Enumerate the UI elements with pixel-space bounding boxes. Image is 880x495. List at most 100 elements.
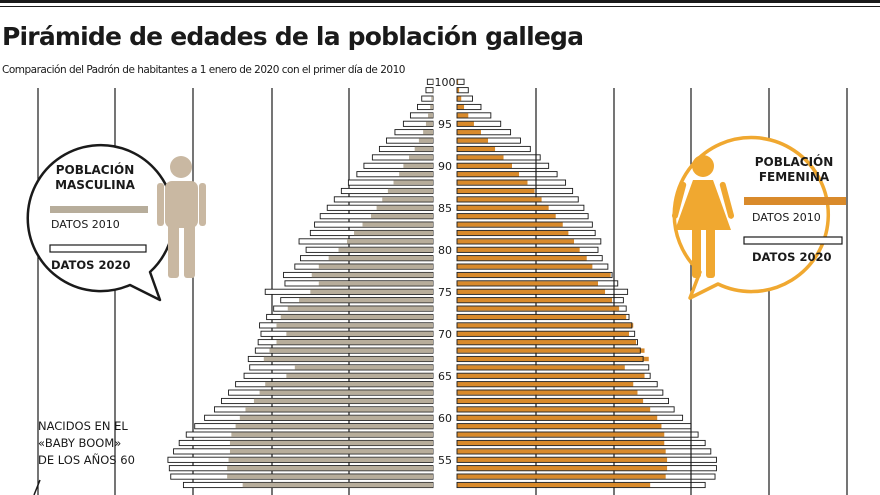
bar-female-2020-age-100 [456,78,465,85]
bar-female-2020-age-84 [456,213,589,220]
bar-female-2010-age-96 [457,113,469,118]
bar-female-2020-age-74 [456,297,624,304]
bar-female-2010-age-56 [457,449,666,454]
bar-female-2020-age-80 [456,246,599,253]
bar-female-2020-age-85 [456,204,585,211]
bar-male-2010-age-52 [242,482,433,488]
bar-female-2020-age-97 [456,103,482,111]
bar-male-2010-age-86 [382,197,433,202]
bar-female-2010-age-90 [457,163,512,168]
female-figure-right-leg-icon [706,226,715,278]
bar-male-2010-age-63 [259,390,433,395]
bar-female-2020-age-87 [456,187,574,195]
bar-female-2020-age-76 [456,280,619,287]
bar-male-2010-age-71 [276,323,433,328]
bar-male-2010-age-66 [294,365,433,370]
bar-male-2010-age-69 [276,340,433,345]
bar-female-2010-age-67 [457,356,649,362]
bar-male-2010-age-64 [265,382,433,387]
bar-female-2020-age-63 [456,389,664,396]
female-legend-title-line2: FEMENINA [758,170,830,184]
bar-female-2020-age-55 [456,456,717,463]
bar-male-2010-age-59 [235,424,433,429]
bar-female-2020-age-96 [456,112,492,119]
bar-female-2020-age-86 [456,196,579,203]
bar-female-2010-age-55 [457,457,668,462]
bar-male-2010-age-96 [428,113,433,118]
bar-female-2020-age-95 [456,120,502,127]
bar-male-2010-age-73 [287,306,433,311]
bar-female-2020-age-83 [456,221,593,228]
bar-female-2020-age-62 [456,397,669,405]
top-rule [0,0,880,3]
age-tick-label-75: 75 [438,286,452,299]
bar-female-2020-age-64 [456,381,658,388]
bar-male-2010-age-85 [376,205,433,210]
bar-female-2010-age-91 [457,155,504,160]
bar-female-2010-age-64 [457,382,634,387]
baby-boom-annotation: NACIDOS EN EL «BABY BOOM» DE LOS AÑOS 60 [38,418,135,469]
age-axis-column [434,75,456,492]
male-legend-2020-label: DATOS 2020 [51,258,131,272]
female-legend-title-line1: POBLACIÓN [754,155,834,169]
bar-female-2020-age-53 [456,473,716,480]
bar-male-2010-age-95 [425,121,433,126]
bar-female-2020-age-72 [456,313,630,321]
male-figure-right-leg-icon [184,222,195,278]
bar-female-2020-age-79 [456,255,603,262]
bar-female-2010-age-89 [457,172,520,177]
bar-female-2020-age-68 [456,347,641,354]
bar-female-2020-age-90 [456,162,550,169]
bar-male-2010-age-57 [229,440,433,446]
bar-male-2010-age-61 [245,407,433,412]
bar-female-2020-age-78 [456,263,609,270]
bar-female-2020-age-88 [456,179,567,186]
female-legend-2020-swatch [743,236,843,245]
bar-male-2020-age-100 [426,78,434,85]
bar-female-2010-age-60 [457,415,658,420]
bar-female-2020-age-56 [456,448,712,455]
bar-female-2020-age-77 [456,271,613,279]
age-tick-label-70: 70 [438,328,452,341]
bar-female-2010-age-99 [457,88,460,93]
bar-male-2010-age-62 [253,398,433,404]
bar-female-2010-age-65 [457,373,645,378]
top-rule-thin [0,6,880,7]
bar-male-2010-age-80 [338,247,433,252]
bar-male-2010-age-82 [354,230,433,236]
male-legend-title: POBLACIÓN MASCULINA [40,163,150,193]
bar-female-2010-age-100 [457,79,459,84]
bar-female-2010-age-81 [457,239,575,244]
bar-male-2010-age-98 [431,96,433,101]
bar-male-2010-age-97 [430,104,433,110]
bar-male-2010-age-87 [387,188,433,194]
bar-male-2010-age-53 [227,474,433,479]
bar-female-2010-age-68 [457,348,645,353]
bar-male-2010-age-76 [318,281,433,286]
bar-female-2020-age-57 [456,439,706,447]
bar-female-2010-age-87 [457,188,535,194]
bar-female-2010-age-79 [457,256,587,261]
bar-male-2010-age-67 [263,356,433,362]
age-tick-label-85: 85 [438,202,452,215]
female-legend-2010-swatch [744,197,846,205]
bar-female-2020-age-93 [456,137,521,144]
bar-female-2020-age-75 [456,288,629,295]
bar-female-2010-age-71 [457,323,634,328]
bar-female-2020-age-54 [456,465,717,472]
bar-male-2010-age-74 [299,298,433,303]
bar-male-2010-age-58 [231,432,433,437]
bar-male-2010-age-55 [228,457,433,462]
age-tick-label-60: 60 [438,412,452,425]
bar-male-2010-age-93 [418,138,433,143]
bar-female-2020-age-82 [456,229,596,237]
bar-female-2010-age-92 [457,146,496,152]
male-legend-2010-swatch [50,206,148,213]
female-figure-head-icon [692,155,714,177]
bar-male-2010-age-91 [409,155,433,160]
bar-female-2010-age-85 [457,205,549,210]
bar-female-2010-age-70 [457,331,630,336]
bar-female-2010-age-61 [457,407,651,412]
bar-female-2020-age-81 [456,238,602,245]
female-figure-dress-icon [675,180,731,230]
